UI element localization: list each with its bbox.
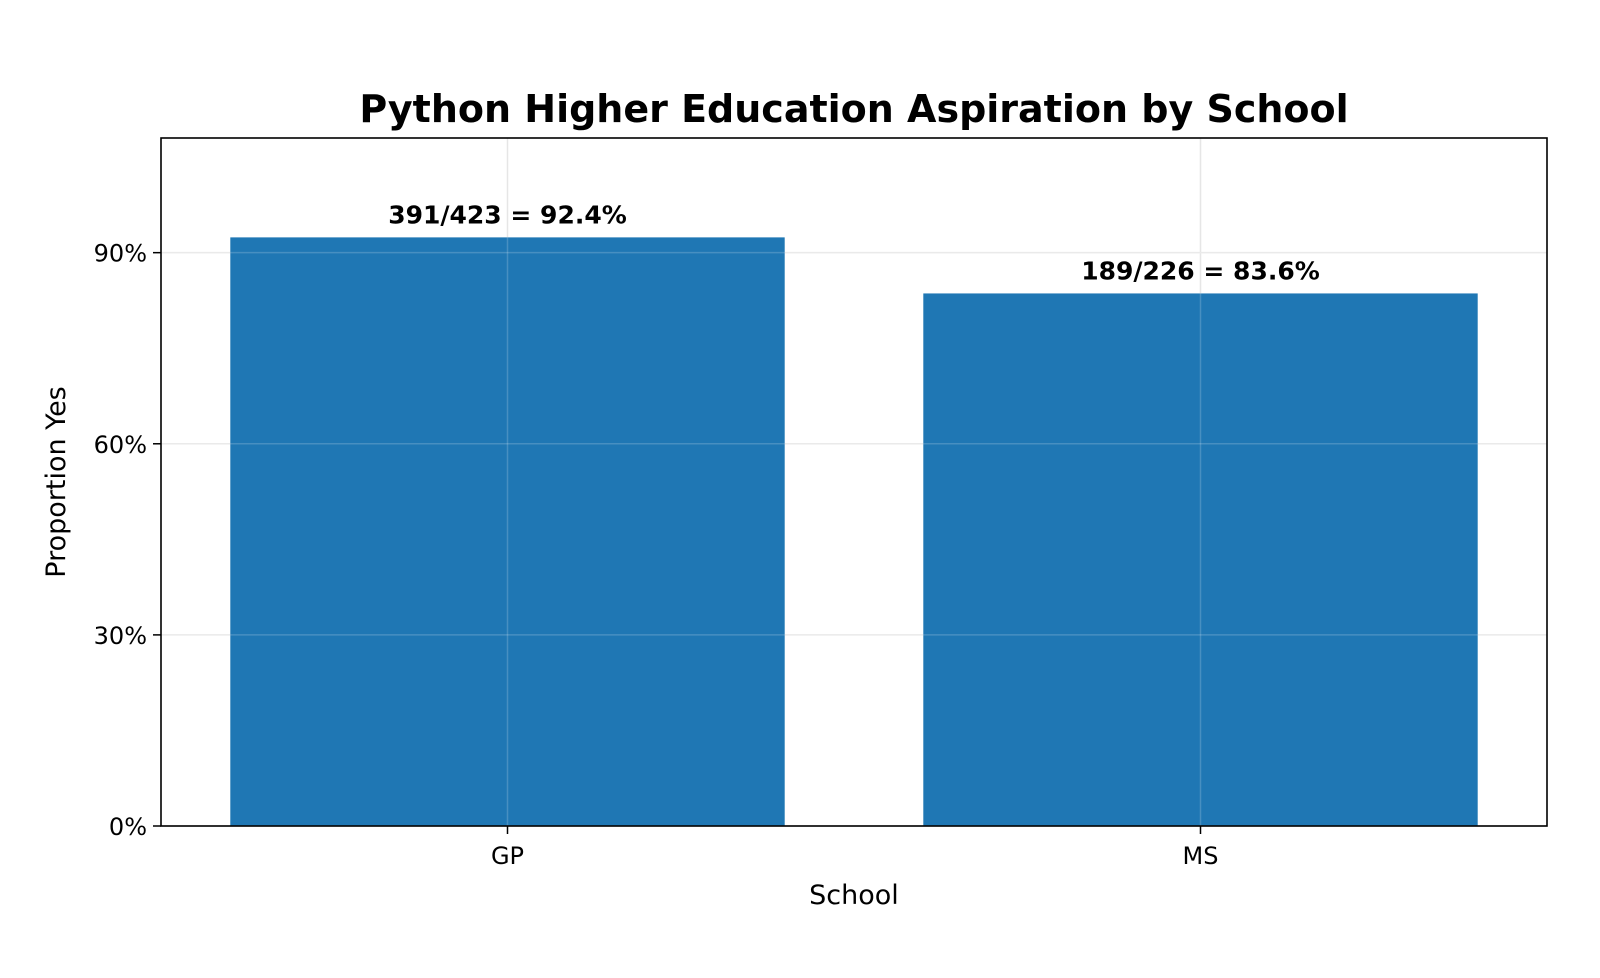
y-axis-label: Proportion Yes: [41, 386, 72, 577]
x-tick-label: MS: [1183, 842, 1219, 870]
x-axis-label: School: [809, 880, 899, 911]
y-tick-label: 60%: [94, 431, 147, 459]
data-label: 391/423 = 92.4%: [388, 200, 627, 229]
x-tick-label: GP: [491, 842, 524, 870]
label-layer: 391/423 = 92.4% GP 189/226 = 83.6% MS 0% 30% 6…: [94, 200, 1320, 870]
bar: [923, 293, 1478, 827]
y-tick-label: 90%: [94, 240, 147, 268]
y-tick-label: 0%: [109, 813, 147, 841]
chart-title: Python Higher Education Aspiration by Sc…: [359, 87, 1348, 131]
bar-layer: [230, 237, 1478, 827]
data-label: 189/226 = 83.6%: [1081, 256, 1320, 285]
tick-layer: [153, 251, 1202, 834]
y-tick-label: 30%: [94, 622, 147, 650]
bar: [230, 237, 785, 826]
plot-frame: [160, 137, 1548, 827]
